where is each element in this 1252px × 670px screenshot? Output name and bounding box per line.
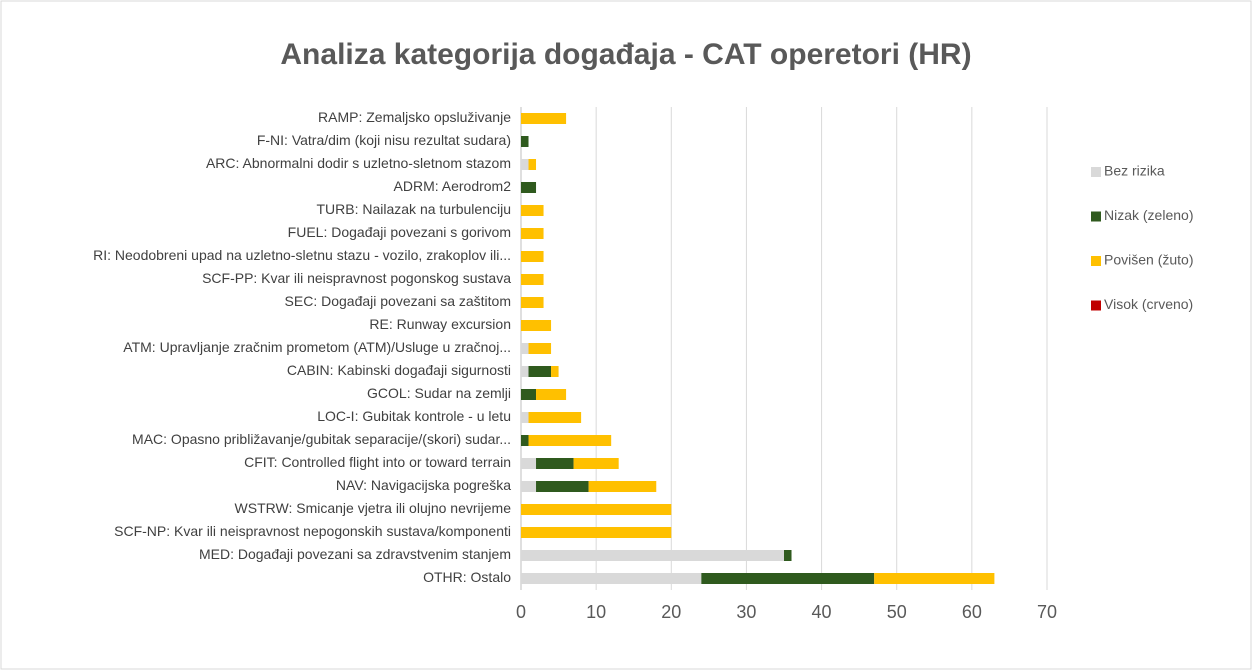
x-tick-label: 0 xyxy=(516,602,526,622)
bar-segment xyxy=(521,366,529,377)
bar-segment xyxy=(874,573,995,584)
x-tick-label: 30 xyxy=(736,602,756,622)
bar-segment xyxy=(536,481,589,492)
category-label: TURB: Nailazak na turbulenciju xyxy=(316,201,511,217)
bar-segment xyxy=(521,136,529,147)
bar-segment xyxy=(521,573,702,584)
category-label: SCF-PP: Kvar ili neispravnost pogonskog … xyxy=(202,270,511,286)
bar-segment xyxy=(521,389,537,400)
category-label: NAV: Navigacijska pogreška xyxy=(336,477,511,493)
bar-segment xyxy=(528,412,582,423)
x-tick-label: 40 xyxy=(812,602,832,622)
category-label: ADRM: Aerodrom2 xyxy=(394,178,512,194)
category-label: ATM: Upravljanje zračnim prometom (ATM)/… xyxy=(123,339,511,355)
bar-segment xyxy=(521,412,529,423)
bar-segment xyxy=(536,389,567,400)
bar-segment xyxy=(521,481,537,492)
bar-segment xyxy=(528,159,537,170)
category-label: SCF-NP: Kvar ili neispravnost nepogonski… xyxy=(114,523,511,539)
chart-title: Analiza kategorija događaja - CAT operet… xyxy=(280,38,971,71)
legend-label: Nizak (zeleno) xyxy=(1104,207,1193,223)
bar-segment xyxy=(521,504,672,515)
legend-swatch xyxy=(1091,256,1101,266)
bar-segment xyxy=(521,113,567,124)
category-label: CABIN: Kabinski događaji sigurnosti xyxy=(287,362,511,378)
bar-segment xyxy=(588,481,657,492)
category-label: WSTRW: Smicanje vjetra ili olujno nevrij… xyxy=(235,500,512,516)
bar-segment xyxy=(521,159,529,170)
category-label: F-NI: Vatra/dim (koji nisu rezultat suda… xyxy=(257,132,511,148)
category-label: SEC: Događaji povezani sa zaštitom xyxy=(285,293,511,309)
bar-segment xyxy=(521,435,529,446)
legend-label: Visok (crveno) xyxy=(1104,296,1193,312)
legend-swatch xyxy=(1091,211,1101,222)
category-label: RE: Runway excursion xyxy=(369,316,511,332)
x-tick-label: 60 xyxy=(962,602,982,622)
x-tick-label: 20 xyxy=(661,602,681,622)
bar-segment xyxy=(573,458,619,469)
bar-segment xyxy=(521,297,544,308)
category-label: LOC-I: Gubitak kontrole - u letu xyxy=(317,408,511,424)
x-tick-label: 50 xyxy=(887,602,907,622)
legend-label: Bez rizika xyxy=(1104,163,1165,179)
bar-segment xyxy=(784,550,792,561)
bar-segment xyxy=(521,320,552,331)
category-label: OTHR: Ostalo xyxy=(423,569,511,585)
category-label: FUEL: Događaji povezani s gorivom xyxy=(288,224,511,240)
bar-segment xyxy=(536,458,574,469)
bar-segment xyxy=(521,458,537,469)
bar-segment xyxy=(551,366,559,377)
bar-segment xyxy=(528,435,612,446)
category-label: ARC: Abnormalni dodir s uzletno-sletnom … xyxy=(206,155,511,171)
bar-segment xyxy=(521,550,784,561)
bar-segment xyxy=(528,366,552,377)
bar-segment xyxy=(521,228,544,239)
bar-segment xyxy=(521,251,544,262)
category-label: CFIT: Controlled flight into or toward t… xyxy=(244,454,511,470)
legend-label: Povišen (žuto) xyxy=(1104,252,1193,268)
bar-segment xyxy=(528,343,552,354)
bar-segment xyxy=(521,205,544,216)
legend-swatch xyxy=(1091,167,1101,177)
x-tick-label: 70 xyxy=(1037,602,1057,622)
category-label: MED: Događaji povezani sa zdravstvenim s… xyxy=(199,546,511,562)
legend-swatch xyxy=(1091,300,1101,311)
x-tick-label: 10 xyxy=(586,602,606,622)
category-label: RI: Neodobreni upad na uzletno-sletnu st… xyxy=(93,247,511,263)
bar-segment xyxy=(701,573,875,584)
bar-segment xyxy=(521,182,537,193)
category-label: GCOL: Sudar na zemlji xyxy=(367,385,511,401)
bar-segment xyxy=(521,527,672,538)
bar-segment xyxy=(521,274,544,285)
category-label: RAMP: Zemaljsko opsluživanje xyxy=(318,109,511,125)
category-label: MAC: Opasno približavanje/gubitak separa… xyxy=(132,431,511,447)
bar-segment xyxy=(521,343,529,354)
